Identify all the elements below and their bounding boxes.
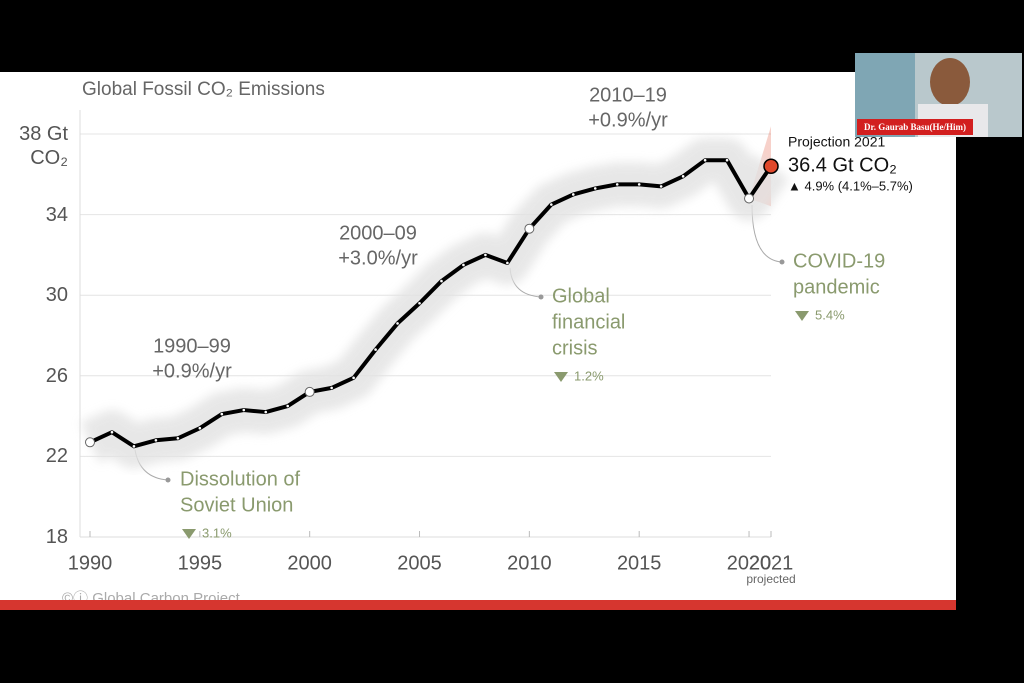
x-tick-label: 2015 — [617, 552, 662, 574]
event-label: Dissolution of — [180, 468, 301, 490]
event-label: crisis — [552, 337, 598, 359]
point — [637, 183, 641, 186]
trend-annotation: 1990–99 — [153, 335, 231, 357]
projection-value: 36.4 Gt CO₂ — [788, 154, 897, 176]
point — [198, 426, 202, 430]
x-tick-label: 1990 — [68, 552, 113, 574]
point — [681, 175, 685, 178]
event-dot — [538, 294, 544, 300]
point — [352, 376, 355, 380]
slide-background — [0, 72, 956, 610]
point — [440, 279, 443, 283]
trend-annotation: +3.0%/yr — [338, 247, 418, 269]
down-triangle — [554, 372, 568, 382]
point — [703, 158, 707, 162]
point — [176, 436, 180, 440]
source: ©ⓘ Global Carbon Project — [62, 590, 241, 607]
down-triangle — [795, 311, 809, 321]
x-note: projected — [746, 572, 795, 586]
trend-annotation: +0.9%/yr — [588, 109, 668, 131]
projection-heading: Projection 2021 — [788, 134, 886, 150]
x-tick-label: 2000 — [287, 552, 332, 574]
point — [110, 430, 114, 434]
x-tick-label: 2010 — [507, 552, 552, 574]
x-tick-label: 2005 — [397, 552, 442, 574]
video-person — [930, 58, 970, 106]
y-tick-label: 26 — [45, 364, 68, 387]
point — [571, 193, 575, 196]
point — [506, 261, 509, 265]
x-tick-label: 2021 — [749, 552, 794, 574]
x-tick-label: 1995 — [178, 552, 223, 574]
point — [396, 322, 399, 325]
point — [615, 183, 619, 186]
point — [154, 438, 158, 442]
point — [725, 158, 729, 162]
highlight-point — [304, 386, 315, 397]
event-change: 1.2% — [574, 368, 604, 383]
down-triangle — [182, 529, 196, 539]
event-label: financial — [552, 311, 625, 333]
y-tick-label: 34 — [45, 203, 68, 226]
event-dot — [779, 259, 785, 265]
highlight-point — [524, 223, 535, 234]
highlight-point — [85, 437, 95, 448]
event-label: COVID-19 — [793, 250, 885, 272]
point — [242, 408, 246, 412]
event-label: pandemic — [793, 276, 880, 298]
event-label: Soviet Union — [180, 494, 293, 516]
point — [484, 253, 487, 257]
y-tick-label: 38 Gt CO₂ — [19, 123, 68, 169]
point — [132, 445, 136, 448]
point — [374, 348, 377, 351]
event-dot — [165, 477, 171, 483]
trend-annotation: +0.9%/yr — [152, 360, 232, 382]
point — [220, 412, 224, 416]
event-label: Global — [552, 285, 610, 307]
point — [462, 263, 465, 267]
point — [264, 410, 268, 414]
x-tick-label: 2020 — [727, 552, 772, 574]
point — [418, 301, 421, 305]
y-tick-label: 22 — [45, 445, 68, 468]
trend-annotation: 2010–19 — [589, 84, 667, 106]
point — [330, 386, 333, 390]
projection-point — [763, 158, 779, 174]
point — [550, 203, 553, 206]
y-tick-label: 30 — [45, 284, 68, 307]
y-tick-label: 18 — [45, 526, 68, 548]
slide-footer-bar — [0, 600, 956, 610]
highlight-point — [744, 193, 755, 204]
emissions-line — [89, 158, 773, 449]
participant-name: Dr. Gaurab Basu(He/Him) — [857, 119, 973, 135]
trend-annotation: 2000–09 — [339, 222, 417, 244]
event-change: 3.1% — [202, 525, 232, 540]
projection-change: ▲ 4.9% (4.1%–5.7%) — [788, 178, 913, 193]
event-change: 5.4% — [815, 307, 845, 322]
chart-title: Global Fossil CO₂ Emissions — [82, 79, 325, 100]
point — [659, 185, 663, 188]
point — [593, 187, 597, 190]
point — [286, 404, 290, 408]
